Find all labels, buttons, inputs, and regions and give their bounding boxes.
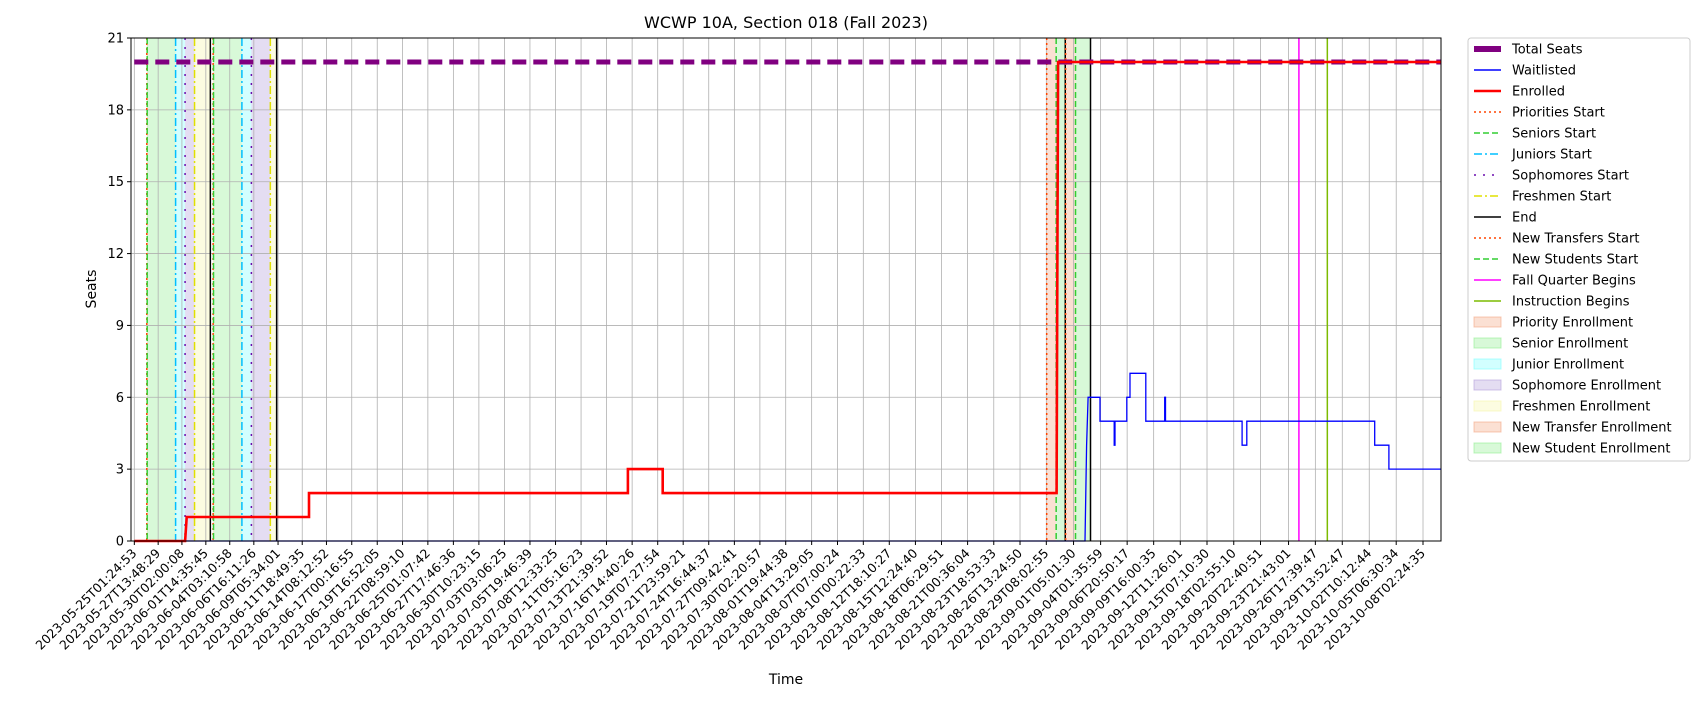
span-sophomore-enrollment	[185, 38, 195, 541]
legend-label: Priority Enrollment	[1512, 316, 1633, 331]
span-freshmen-enrollment	[270, 38, 277, 541]
span-new-student-enrollment	[1056, 38, 1066, 541]
legend-swatch	[1473, 442, 1502, 454]
legend-item: Enrolled	[1474, 85, 1565, 100]
legend-label: Juniors Start	[1511, 148, 1592, 163]
legend-item: Instruction Begins	[1474, 295, 1630, 310]
y-axis-label: Seats	[84, 270, 100, 309]
y-axis-ticks: 0 3 6 9 12 15 18 21	[107, 32, 131, 550]
span-junior-enrollment	[175, 38, 186, 541]
span-sophomore-enrollment	[251, 38, 271, 541]
legend-label: Freshmen Start	[1512, 190, 1611, 205]
data-series	[134, 59, 1441, 543]
legend-label: Sophomore Enrollment	[1512, 379, 1661, 394]
span-freshmen-enrollment	[194, 38, 211, 541]
legend-label: Seniors Start	[1512, 127, 1596, 142]
event-lines	[146, 38, 1329, 541]
span-new-transfer-enrollment	[1065, 38, 1076, 541]
legend-label: Junior Enrollment	[1511, 358, 1624, 373]
legend-item: Juniors Start	[1474, 148, 1592, 163]
legend-item: Junior Enrollment	[1473, 358, 1624, 373]
legend-swatch	[1473, 337, 1502, 349]
legend-label: Total Seats	[1511, 43, 1583, 58]
y-tick-label: 6	[116, 391, 124, 406]
legend-item: Seniors Start	[1474, 127, 1596, 142]
y-tick-label: 15	[107, 175, 124, 190]
span-senior-enrollment	[213, 38, 242, 541]
legend-item: New Transfer Enrollment	[1473, 421, 1672, 436]
legend-swatch	[1473, 400, 1502, 412]
legend-label: Fall Quarter Begins	[1512, 274, 1636, 289]
legend-item: Waitlisted	[1474, 64, 1576, 79]
legend-item: Freshmen Start	[1474, 190, 1611, 205]
legend-label: Freshmen Enrollment	[1512, 400, 1650, 415]
y-tick-label: 3	[116, 463, 124, 478]
legend-label: Priorities Start	[1512, 106, 1605, 121]
series-enrolled	[134, 60, 1441, 543]
legend-item: Senior Enrollment	[1473, 337, 1628, 352]
legend-item: Total Seats	[1474, 43, 1583, 58]
span-priority-enrollment	[1046, 38, 1057, 541]
legend-label: Senior Enrollment	[1512, 337, 1628, 352]
legend-label: Instruction Begins	[1512, 295, 1630, 310]
y-tick-label: 0	[116, 535, 124, 550]
y-tick-label: 18	[107, 103, 124, 118]
legend-item: New Student Enrollment	[1473, 442, 1670, 457]
series-waitlisted	[134, 372, 1441, 542]
legend-label: End	[1512, 211, 1537, 226]
legend-label: New Student Enrollment	[1512, 442, 1670, 457]
chart-title: WCWP 10A, Section 018 (Fall 2023)	[644, 13, 928, 32]
legend-item: Priority Enrollment	[1473, 316, 1633, 331]
enrollment-period-spans	[146, 38, 1091, 541]
span-new-student-enrollment	[1075, 38, 1091, 541]
span-junior-enrollment	[241, 38, 252, 541]
legend-item: New Students Start	[1474, 253, 1638, 268]
x-axis-ticks: 2023-05-25T01:24:532023-05-27T13:48:2920…	[32, 541, 1428, 653]
legend-label: Enrolled	[1512, 85, 1565, 100]
y-tick-label: 12	[107, 247, 124, 262]
legend-label: New Students Start	[1512, 253, 1638, 268]
x-axis-label: Time	[768, 672, 803, 688]
legend-frame	[1467, 37, 1691, 462]
legend-item: Sophomore Enrollment	[1473, 379, 1661, 394]
legend-label: New Transfer Enrollment	[1512, 421, 1672, 436]
legend-label: New Transfers Start	[1512, 232, 1639, 247]
legend-item: End	[1474, 211, 1537, 226]
legend-swatch	[1473, 421, 1502, 433]
y-tick-label: 21	[107, 32, 124, 47]
legend-item: New Transfers Start	[1474, 232, 1639, 247]
legend-swatch	[1473, 316, 1502, 328]
grid-lines	[131, 37, 1441, 542]
legend-swatch	[1473, 358, 1502, 370]
legend-item: Sophomores Start	[1474, 169, 1629, 184]
legend-label: Sophomores Start	[1512, 169, 1629, 184]
legend: Total Seats Waitlisted Enrolled Priorities …	[1467, 37, 1691, 462]
legend-swatch	[1473, 379, 1502, 391]
legend-item: Freshmen Enrollment	[1473, 400, 1650, 415]
legend-item: Priorities Start	[1474, 106, 1605, 121]
y-tick-label: 9	[116, 319, 124, 334]
legend-label: Waitlisted	[1512, 64, 1576, 79]
span-senior-enrollment	[147, 38, 176, 541]
legend-item: Fall Quarter Begins	[1474, 274, 1636, 289]
